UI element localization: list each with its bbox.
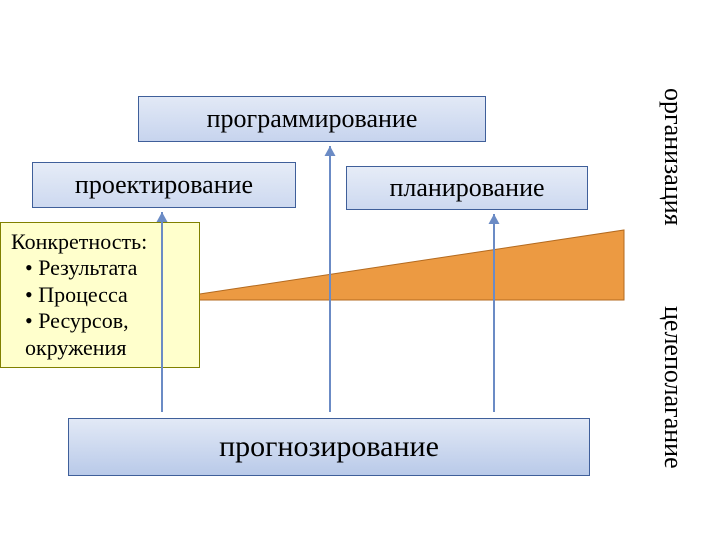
wedge-shape xyxy=(160,230,624,300)
box-programming: программирование xyxy=(138,96,486,142)
arrow-head xyxy=(489,214,500,224)
arrow-head xyxy=(325,146,336,156)
list-item: Ресурсов, окружения xyxy=(25,308,189,361)
vlabel-organization-text: организация xyxy=(659,88,688,226)
arrow-head xyxy=(157,212,168,222)
list-item: Результата xyxy=(25,255,189,281)
box-forecasting: прогнозирование xyxy=(68,418,590,476)
box-planning-label: планирование xyxy=(389,173,544,203)
box-design-label: проектирование xyxy=(75,170,253,200)
concreteness-title: Конкретность: xyxy=(11,229,189,255)
box-design: проектирование xyxy=(32,162,296,208)
vlabel-goal-setting: целеполагание xyxy=(658,306,688,469)
vlabel-organization: организация xyxy=(658,88,688,226)
box-forecasting-label: прогнозирование xyxy=(219,430,439,464)
list-item: Процесса xyxy=(25,282,189,308)
concreteness-list: Результата Процесса Ресурсов, окружения xyxy=(11,255,189,361)
concreteness-box: Конкретность: Результата Процесса Ресурс… xyxy=(0,222,200,368)
vlabel-goal-setting-text: целеполагание xyxy=(659,306,688,469)
box-planning: планирование xyxy=(346,166,588,210)
box-programming-label: программирование xyxy=(207,104,418,134)
